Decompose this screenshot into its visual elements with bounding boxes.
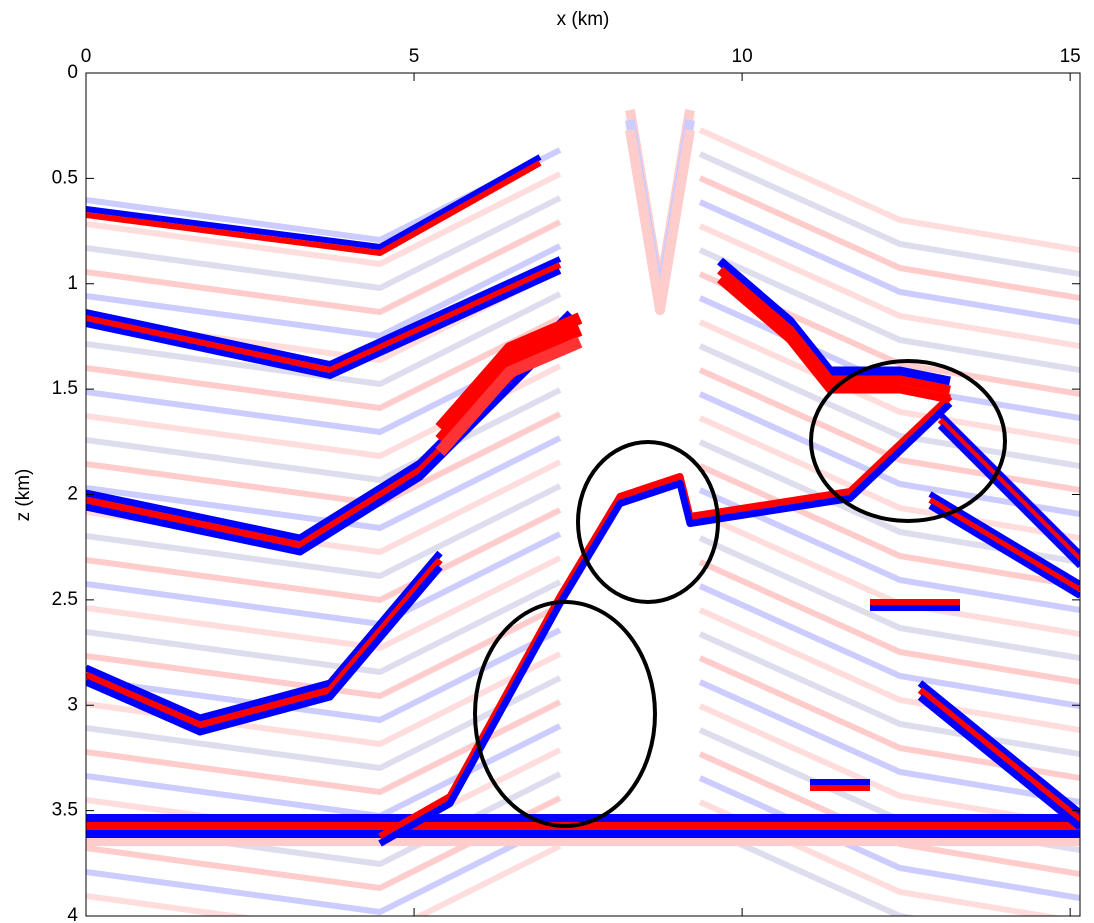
texture-band xyxy=(630,130,690,310)
y-tick-label: 0.5 xyxy=(52,167,78,188)
reflector xyxy=(86,259,560,364)
y-tick-label: 1.5 xyxy=(52,378,78,399)
y-tick-label: 2.5 xyxy=(52,589,78,610)
x-axis-label: x (km) xyxy=(557,9,610,30)
x-tick-label: 5 xyxy=(409,46,420,67)
seismic-image xyxy=(86,110,1080,923)
x-tick-label: 15 xyxy=(1060,46,1081,67)
y-tick-label: 1 xyxy=(67,273,78,294)
chart: x (km) z (km) 0 5 10 15 0 0.5 1 1.5 2 2.5 3 3.5 4 xyxy=(0,0,1094,923)
texture-band xyxy=(700,130,1080,250)
y-tick-label: 4 xyxy=(67,905,78,923)
reflector xyxy=(930,506,1080,596)
y-tick-label: 2 xyxy=(67,484,78,505)
x-tick-label: 0 xyxy=(81,46,92,67)
y-axis-label: z (km) xyxy=(13,469,34,522)
y-tick-label: 3.5 xyxy=(52,800,78,821)
y-tick-label: 0 xyxy=(67,62,78,83)
y-tick-label: 3 xyxy=(67,694,78,715)
x-tick-label: 10 xyxy=(732,46,753,67)
